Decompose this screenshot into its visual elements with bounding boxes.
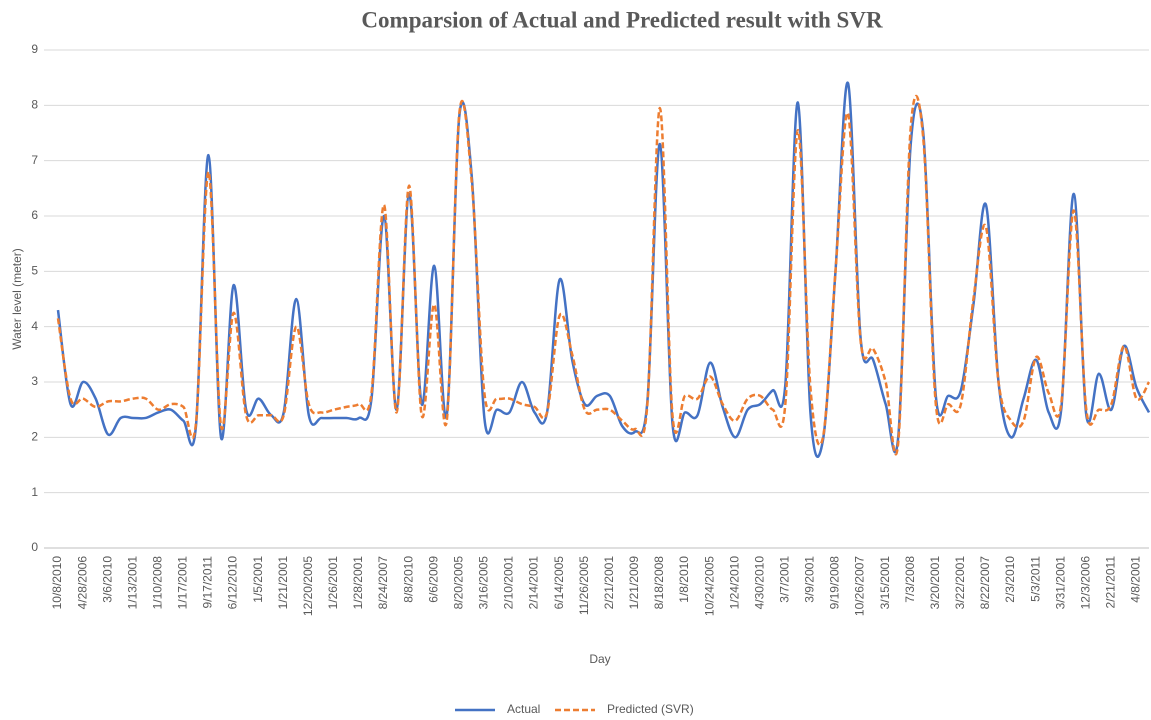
- x-tick-label: 3/16/2005: [477, 556, 491, 610]
- x-tick-label: 3/9/2001: [803, 556, 817, 603]
- x-tick-label: 10/26/2007: [853, 556, 867, 616]
- y-tick-label: 2: [31, 430, 38, 444]
- x-tick-label: 8/20/2005: [451, 556, 465, 610]
- x-tick-label: 1/28/2001: [351, 556, 365, 610]
- x-tick-label: 12/3/2006: [1078, 556, 1092, 610]
- x-tick-label: 1/26/2001: [326, 556, 340, 610]
- y-tick-label: 5: [31, 264, 38, 278]
- data-line: [56, 94, 1151, 456]
- x-tick-label: 4/28/2006: [75, 556, 89, 610]
- x-tick-label: 8/22/2007: [978, 556, 992, 610]
- x-tick-label: 2/3/2010: [1003, 556, 1017, 603]
- x-tick-label: 3/31/2001: [1053, 556, 1067, 610]
- x-tick-label: 1/8/2010: [677, 556, 691, 603]
- x-tick-label: 1/21/2009: [627, 556, 641, 610]
- x-tick-label: 3/22/2001: [953, 556, 967, 610]
- x-tick-label: 6/6/2009: [426, 556, 440, 603]
- x-tick-label: 8/24/2007: [376, 556, 390, 610]
- x-tick-label: 5/3/2011: [1028, 556, 1042, 602]
- x-tick-label: 8/8/2010: [401, 556, 415, 603]
- x-tick-label: 2/10/2001: [502, 556, 516, 610]
- x-tick-label: 1/21/2001: [276, 556, 290, 610]
- x-tick-label: 6/14/2005: [552, 556, 566, 610]
- x-tick-label: 6/12/2010: [226, 556, 240, 610]
- x-tick-label: 1/5/2001: [251, 556, 265, 603]
- x-axis-label: Day: [589, 652, 610, 666]
- y-tick-label: 1: [31, 485, 38, 499]
- x-tick-label: 3/6/2010: [100, 556, 114, 603]
- y-tick-label: 9: [31, 42, 38, 56]
- y-tick-label: 8: [31, 98, 38, 112]
- x-tick-label: 1/17/2001: [176, 556, 190, 610]
- x-tick-label: 9/17/2011: [201, 556, 215, 609]
- y-tick-label: 4: [31, 319, 38, 333]
- x-tick-label: 8/18/2008: [652, 556, 666, 610]
- data-line: [56, 81, 1151, 458]
- x-tick-label: 2/21/2001: [602, 556, 616, 610]
- y-tick-label: 3: [31, 374, 38, 388]
- legend-label: Actual: [507, 702, 540, 716]
- x-tick-label: 3/20/2001: [928, 556, 942, 610]
- y-tick-label: 0: [31, 540, 38, 554]
- x-tick-label: 11/26/2005: [577, 556, 591, 615]
- x-tick-label: 2/14/2001: [527, 556, 541, 610]
- x-tick-label: 10/24/2005: [702, 556, 716, 616]
- x-tick-label: 7/3/2008: [903, 556, 917, 603]
- y-tick-label: 6: [31, 208, 38, 222]
- x-tick-label: 4/8/2001: [1129, 556, 1143, 603]
- x-tick-label: 3/7/2001: [778, 556, 792, 603]
- x-tick-label: 12/20/2005: [301, 556, 315, 616]
- x-tick-label: 3/15/2001: [878, 556, 892, 610]
- x-tick-label: 4/30/2010: [752, 556, 766, 610]
- x-tick-label: 1/10/2008: [150, 556, 164, 610]
- x-tick-label: 1/13/2001: [125, 556, 139, 610]
- legend-label: Predicted (SVR): [607, 702, 694, 716]
- y-tick-label: 7: [31, 153, 38, 167]
- x-tick-label: 10/8/2010: [50, 556, 64, 610]
- y-axis-label: Water level (meter): [10, 248, 24, 350]
- chart-title: Comparsion of Actual and Predicted resul…: [361, 7, 883, 32]
- x-tick-label: 2/21/2011: [1104, 556, 1118, 609]
- x-tick-label: 1/24/2010: [727, 556, 741, 610]
- x-tick-label: 9/19/2008: [828, 556, 842, 610]
